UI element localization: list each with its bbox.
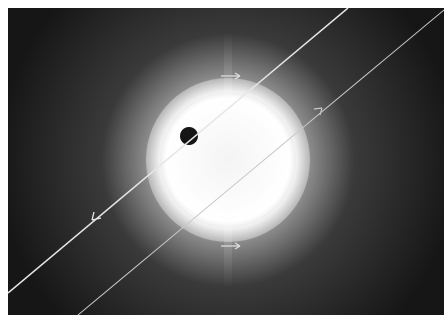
page: Transit image {} html, body { margin: 0;… — [0, 0, 444, 315]
page-body — [0, 0, 444, 315]
scene — [8, 8, 444, 315]
sun-disc — [162, 94, 294, 226]
photo — [0, 0, 444, 315]
